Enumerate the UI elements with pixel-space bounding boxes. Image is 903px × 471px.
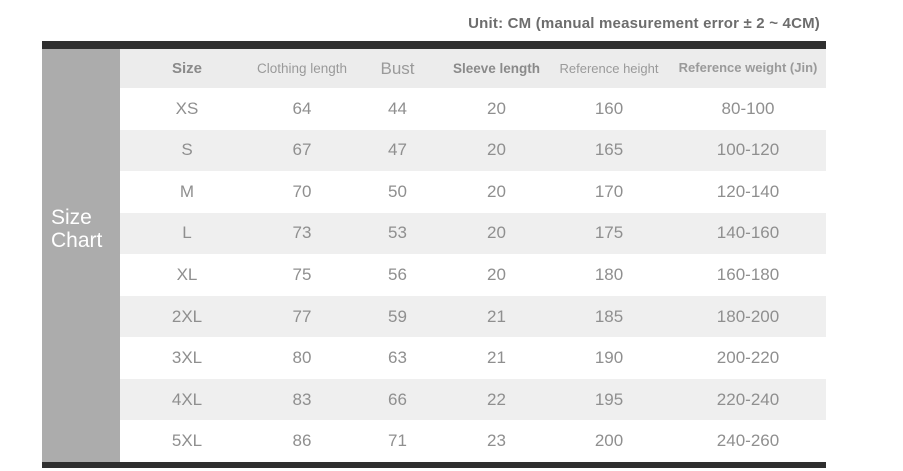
- bottom-bar: [42, 462, 826, 468]
- col-header-sleeve-length: Sleeve length: [445, 49, 548, 88]
- measurement-cell: 175: [548, 212, 670, 255]
- measurement-cell: 80: [254, 337, 350, 379]
- measurement-cell: 70: [254, 171, 350, 213]
- measurement-cell: 200-220: [670, 337, 826, 379]
- size-label-cell: L: [120, 212, 254, 255]
- measurement-cell: 170: [548, 171, 670, 213]
- measurement-cell: 180: [548, 254, 670, 296]
- measurement-cell: 44: [350, 88, 445, 130]
- measurement-cell: 56: [350, 254, 445, 296]
- measurement-cell: 200: [548, 420, 670, 462]
- size-label-cell: 3XL: [120, 337, 254, 379]
- size-chart-title: Size Chart: [42, 205, 103, 252]
- table-row: S 67 47 20 165 100-120: [120, 129, 826, 172]
- col-header-bust: Bust: [350, 49, 445, 88]
- measurement-cell: 100-120: [670, 129, 826, 172]
- top-bar: [42, 41, 826, 49]
- table-row: 5XL 86 71 23 200 240-260: [120, 420, 826, 462]
- measurement-cell: 83: [254, 378, 350, 421]
- measurement-cell: 86: [254, 420, 350, 462]
- measurement-cell: 220-240: [670, 378, 826, 421]
- col-header-clothing-length: Clothing length: [254, 49, 350, 88]
- measurement-cell: 80-100: [670, 88, 826, 130]
- measurement-cell: 23: [445, 420, 548, 462]
- measurement-cell: 195: [548, 378, 670, 421]
- size-label-cell: XL: [120, 254, 254, 296]
- table-row: XS 64 44 20 160 80-100: [120, 88, 826, 130]
- measurement-cell: 160-180: [670, 254, 826, 296]
- size-label-cell: 2XL: [120, 295, 254, 338]
- measurement-cell: 64: [254, 88, 350, 130]
- table-row: XL 75 56 20 180 160-180: [120, 254, 826, 296]
- measurement-cell: 20: [445, 88, 548, 130]
- col-header-reference-height: Reference height: [548, 49, 670, 88]
- size-label-cell: 5XL: [120, 420, 254, 462]
- size-label-cell: S: [120, 129, 254, 172]
- measurement-cell: 77: [254, 295, 350, 338]
- measurement-cell: 165: [548, 129, 670, 172]
- table-row: 3XL 80 63 21 190 200-220: [120, 337, 826, 379]
- measurement-cell: 47: [350, 129, 445, 172]
- measurement-cell: 140-160: [670, 212, 826, 255]
- size-chart-title-line2: Chart: [51, 228, 103, 252]
- size-label-cell: 4XL: [120, 378, 254, 421]
- measurement-cell: 120-140: [670, 171, 826, 213]
- size-chart-title-line1: Size: [51, 205, 92, 229]
- table-row: M 70 50 20 170 120-140: [120, 171, 826, 213]
- measurement-cell: 59: [350, 295, 445, 338]
- measurement-cell: 180-200: [670, 295, 826, 338]
- table-row: 4XL 83 66 22 195 220-240: [120, 378, 826, 421]
- measurement-cell: 50: [350, 171, 445, 213]
- measurement-cell: 20: [445, 212, 548, 255]
- measurement-cell: 20: [445, 171, 548, 213]
- measurement-cell: 67: [254, 129, 350, 172]
- measurement-cell: 240-260: [670, 420, 826, 462]
- col-header-size: Size: [120, 49, 254, 88]
- unit-note: Unit: CM (manual measurement error ± 2 ~…: [468, 15, 820, 32]
- measurement-cell: 75: [254, 254, 350, 296]
- header-row: Size Clothing length Bust Sleeve length …: [120, 49, 826, 88]
- size-chart-body: Size Chart Size Clothing length: [42, 49, 826, 462]
- table-row: L 73 53 20 175 140-160: [120, 212, 826, 255]
- measurement-cell: 71: [350, 420, 445, 462]
- measurement-cell: 22: [445, 378, 548, 421]
- size-label-cell: M: [120, 171, 254, 213]
- size-label-cell: XS: [120, 88, 254, 130]
- table-row: 2XL 77 59 21 185 180-200: [120, 295, 826, 338]
- size-table: Size Clothing length Bust Sleeve length …: [120, 49, 826, 462]
- measurement-cell: 185: [548, 295, 670, 338]
- measurement-cell: 63: [350, 337, 445, 379]
- size-chart-sidebar: Size Chart: [42, 49, 120, 462]
- measurement-cell: 20: [445, 129, 548, 172]
- measurement-cell: 53: [350, 212, 445, 255]
- size-table-body: XS 64 44 20 160 80-100 S 67 47 20 165 100-120 M 70 50 2…: [120, 88, 826, 462]
- col-header-reference-weight: Reference weight (Jin): [670, 49, 826, 88]
- measurement-cell: 66: [350, 378, 445, 421]
- measurement-cell: 21: [445, 337, 548, 379]
- measurement-cell: 21: [445, 295, 548, 338]
- measurement-cell: 73: [254, 212, 350, 255]
- size-chart: Size Chart Size Clothing length: [42, 41, 826, 468]
- measurement-cell: 190: [548, 337, 670, 379]
- measurement-cell: 20: [445, 254, 548, 296]
- measurement-cell: 160: [548, 88, 670, 130]
